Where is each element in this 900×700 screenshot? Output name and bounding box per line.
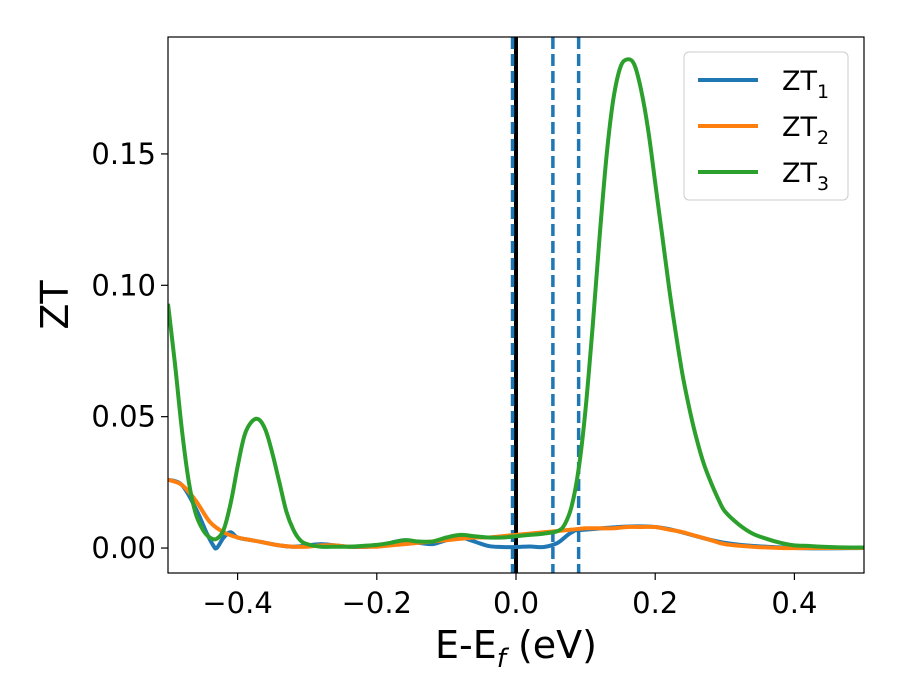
y-tick-label: 0.00 [91,531,156,565]
x-axis-label: E-Ef (eV) [435,623,597,674]
y-tick-label: 0.15 [91,137,156,171]
legend-label: ZT3 [782,158,829,195]
legend-label: ZT2 [782,112,829,149]
legend-label: ZT1 [782,66,829,103]
legend-box [683,51,849,201]
y-tick-label: 0.05 [91,400,156,434]
y-axis-label: ZT [33,280,77,330]
x-axis: −0.4 −0.2 0.0 0.2 0.4 [202,573,817,620]
y-axis: 0.00 0.05 0.10 0.15 [91,137,168,565]
x-tick-label: −0.4 [202,586,272,620]
x-tick-label: −0.2 [342,586,412,620]
series-line-zt3 [168,57,864,550]
x-tick-label: 0.4 [771,586,817,620]
series-lines [168,57,864,551]
reference-lines [510,37,581,573]
legend: ZT1 ZT2 ZT3 [683,51,849,201]
y-tick-label: 0.10 [91,268,156,302]
x-tick-label: 0.0 [493,586,539,620]
x-tick-label: 0.2 [632,586,678,620]
